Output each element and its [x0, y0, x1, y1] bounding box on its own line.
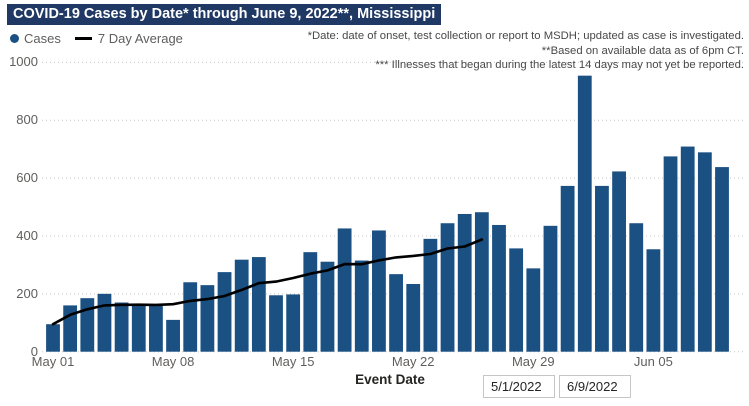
- cases-bar[interactable]: [131, 303, 146, 352]
- cases-bar[interactable]: [663, 156, 678, 352]
- cases-bar[interactable]: [97, 293, 112, 352]
- cases-bar[interactable]: [149, 305, 163, 352]
- x-axis-tick-label-jun-05: Jun 05: [633, 354, 673, 369]
- cases-bar[interactable]: [80, 298, 95, 352]
- cases-bar[interactable]: [251, 257, 266, 352]
- legend-item-7day-average[interactable]: 7 Day Average: [97, 31, 183, 46]
- cases-bar[interactable]: [269, 295, 283, 352]
- chart-title: COVID-19 Cases by Date* through June 9, …: [13, 6, 436, 22]
- avg-line-legend-swatch-icon: [74, 37, 92, 40]
- cases-bar[interactable]: [303, 252, 318, 352]
- x-axis-tick-label-may-29: May 29: [511, 354, 555, 369]
- date-range-start-input[interactable]: [483, 375, 555, 398]
- x-axis-title: Event Date: [355, 372, 425, 387]
- x-axis-tick-label-may-01: May 01: [31, 354, 75, 369]
- cases-bar[interactable]: [320, 261, 335, 352]
- y-axis-tick-label-400: 400: [16, 227, 38, 243]
- x-axis-tick-label-may-22: May 22: [391, 354, 435, 369]
- cases-bar[interactable]: [629, 223, 644, 352]
- y-axis-tick-label-0: 0: [30, 343, 38, 359]
- cases-bar[interactable]: [526, 268, 541, 352]
- y-axis-tick-label-600: 600: [16, 170, 38, 186]
- cases-bar[interactable]: [183, 282, 198, 352]
- cases-bar[interactable]: [286, 294, 301, 352]
- footnote-latest-14-days: *** Illnesses that began during the late…: [375, 59, 744, 72]
- cases-bar[interactable]: [406, 283, 421, 352]
- cases-bar[interactable]: [389, 274, 403, 352]
- cases-bar[interactable]: [612, 171, 626, 352]
- seven-day-average-line: [51, 238, 484, 326]
- x-axis-tick-label-may-15: May 15: [271, 354, 315, 369]
- chart-title-bar: COVID-19 Cases by Date* through June 9, …: [7, 4, 442, 25]
- cases-bar[interactable]: [560, 185, 575, 352]
- cases-bar[interactable]: [166, 319, 180, 352]
- legend-item-cases[interactable]: Cases: [24, 31, 61, 46]
- footnote-date-definition: *Date: date of onset, test collection or…: [307, 30, 744, 42]
- cases-bar[interactable]: [509, 248, 524, 352]
- cases-bar[interactable]: [715, 167, 729, 352]
- cases-bar[interactable]: [697, 152, 712, 352]
- cases-bar[interactable]: [46, 324, 60, 352]
- x-axis-tick-label-may-08: May 08: [151, 354, 195, 369]
- cases-bar[interactable]: [457, 213, 472, 352]
- cases-bar[interactable]: [354, 260, 369, 352]
- chart-footnotes: *Date: date of onset, test collection or…: [308, 29, 744, 73]
- y-axis-tick-label-200: 200: [16, 285, 38, 301]
- cases-bar[interactable]: [372, 230, 386, 352]
- cases-bar[interactable]: [423, 238, 438, 352]
- y-axis-tick-label-1000: 1000: [9, 54, 38, 70]
- date-range-end-input[interactable]: [559, 375, 631, 398]
- cases-bar[interactable]: [646, 249, 661, 352]
- cases-bar[interactable]: [474, 212, 489, 352]
- cases-bar[interactable]: [595, 185, 609, 352]
- cases-legend-dot-icon: [10, 34, 19, 43]
- cases-bar[interactable]: [114, 302, 129, 352]
- chart-legend: Cases 7 Day Average: [10, 31, 183, 46]
- cases-bar[interactable]: [543, 225, 558, 352]
- cases-bar[interactable]: [337, 228, 352, 352]
- cases-bar[interactable]: [234, 259, 249, 352]
- cases-bar[interactable]: [492, 224, 506, 352]
- cases-bar[interactable]: [577, 75, 592, 352]
- cases-bar[interactable]: [217, 272, 232, 352]
- footnote-data-as-of: **Based on available data as of 6pm CT.: [541, 44, 744, 57]
- cases-bar[interactable]: [200, 285, 215, 352]
- cases-bar[interactable]: [680, 146, 695, 352]
- y-axis-tick-label-800: 800: [16, 112, 38, 128]
- cases-bar[interactable]: [440, 223, 455, 352]
